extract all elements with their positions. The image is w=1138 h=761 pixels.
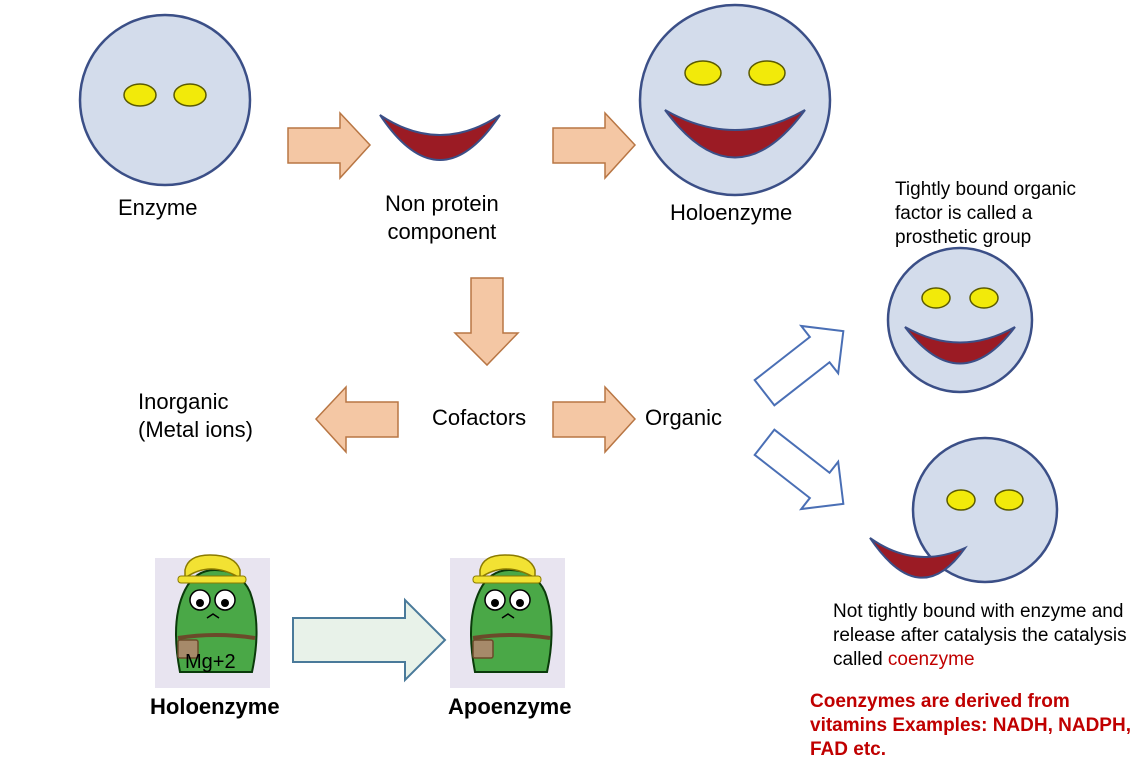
cofactors-label: Cofactors: [432, 405, 526, 431]
coenzyme-note-text: Not tightly bound with enzyme and releas…: [833, 601, 1127, 670]
crescent-icon: [380, 115, 500, 160]
arrow-cofactors-to-inorganic: [316, 387, 398, 452]
arrow-cofactors-to-organic: [553, 387, 635, 452]
nonprotein-label: Non protein component: [385, 190, 499, 245]
holoenzyme-face-icon: [640, 5, 830, 195]
holoenzyme-label: Holoenzyme: [670, 200, 792, 226]
apoenzyme-character-icon: [450, 555, 565, 688]
arrow-organic-to-coenzyme: [746, 419, 862, 528]
arrow-organic-to-prosthetic: [746, 307, 862, 416]
prosthetic-face-icon: [888, 248, 1032, 392]
coenzyme-accent: coenzyme: [888, 649, 975, 670]
arrow-holo-to-apo: [293, 600, 445, 680]
arrow-nonprotein-to-holoenzyme: [553, 113, 635, 178]
coenzyme-note: Not tightly bound with enzyme and releas…: [833, 600, 1133, 671]
arrow-enzyme-to-nonprotein: [288, 113, 370, 178]
vitamins-note: Coenzymes are derived from vitamins Exam…: [810, 690, 1138, 761]
prosthetic-note: Tightly bound organic factor is called a…: [895, 178, 1085, 249]
inorganic-label: Inorganic (Metal ions): [138, 388, 253, 443]
organic-label: Organic: [645, 405, 722, 431]
holoenzyme2-label: Holoenzyme: [150, 694, 280, 720]
apoenzyme-label: Apoenzyme: [448, 694, 571, 720]
arrow-cofactors-down: [455, 278, 518, 365]
enzyme-label: Enzyme: [118, 195, 197, 221]
mg-label: Mg+2: [185, 651, 236, 674]
enzyme-face-icon: [80, 15, 250, 185]
coenzyme-face-icon: [870, 438, 1057, 582]
